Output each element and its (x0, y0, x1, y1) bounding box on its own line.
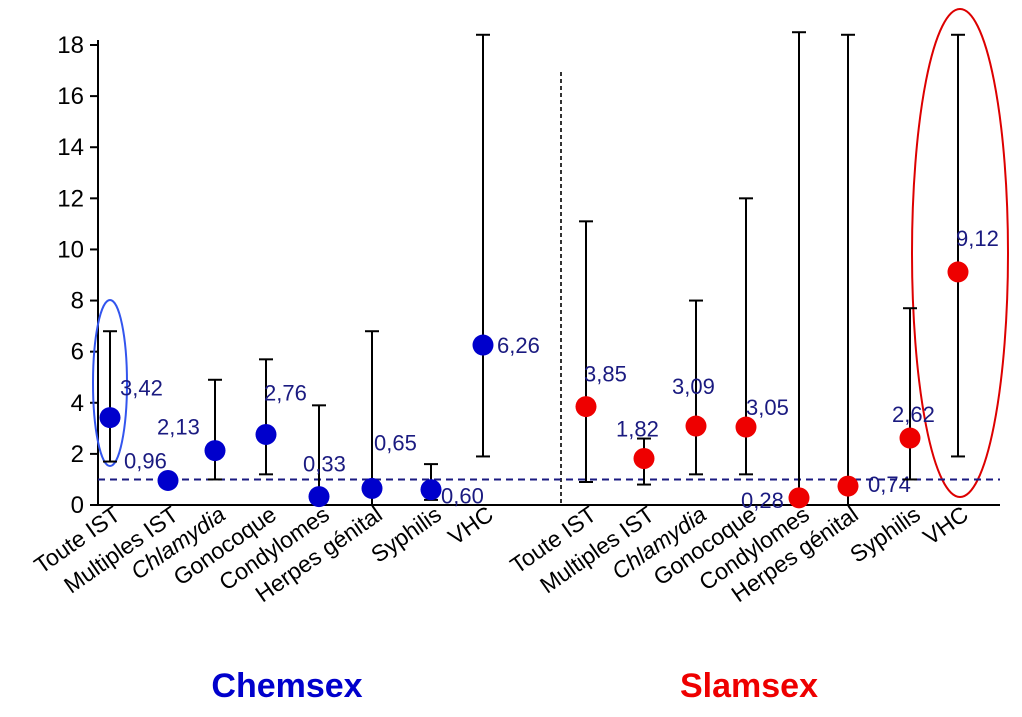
data-label-chemsex-6: 0,60 (441, 484, 484, 509)
category-label-slamsex-6: Syphilis (845, 501, 925, 568)
data-label-chemsex-4: 0,33 (303, 452, 346, 477)
data-point-slamsex-0 (575, 396, 597, 418)
data-label-chemsex-3: 2,76 (264, 380, 307, 405)
highlight-ellipse-slamsex-vhc (911, 8, 1009, 498)
data-label-chemsex-2: 2,13 (157, 415, 200, 440)
group-label-slamsex: Slamsex (680, 667, 818, 705)
data-label-slamsex-1: 1,82 (616, 416, 659, 441)
highlight-ellipse-chemsex-toute-ist (92, 299, 128, 467)
category-label-slamsex-7: VHC (918, 501, 973, 550)
data-point-chemsex-3 (255, 423, 277, 445)
axes: 0 2 4 6 8 10 12 14 16 18 (57, 8, 1009, 519)
group-label-chemsex: Chemsex (211, 667, 362, 705)
data-point-chemsex-6 (420, 479, 442, 501)
y-tick-label: 14 (57, 134, 84, 161)
data-point-chemsex-7 (472, 334, 494, 356)
group-labels: Chemsex Slamsex (211, 667, 818, 705)
data-point-chemsex-5 (361, 477, 383, 499)
data-point-slamsex-2 (685, 415, 707, 437)
y-tick-label: 6 (71, 339, 84, 366)
data-point-slamsex-7 (947, 261, 969, 283)
data-label-slamsex-7: 9,12 (956, 226, 999, 251)
y-tick-label: 10 (57, 236, 84, 263)
y-tick-label: 18 (57, 32, 84, 59)
y-tick-label: 16 (57, 83, 84, 110)
chart-marks: 3,42 0,96 2,13 2,76 0,33 0,65 0,60 6,26 3,85 1,82… (99, 31, 999, 513)
data-point-slamsex-5 (837, 475, 859, 497)
data-point-chemsex-4 (308, 486, 330, 508)
data-label-chemsex-0: 3,42 (120, 376, 163, 401)
y-tick-label: 2 (71, 441, 84, 468)
data-label-chemsex-7: 6,26 (497, 333, 540, 358)
data-point-slamsex-3 (735, 416, 757, 438)
data-label-slamsex-2: 3,09 (672, 374, 715, 399)
data-label-slamsex-0: 3,85 (584, 362, 627, 387)
data-point-slamsex-1 (633, 447, 655, 469)
y-tick-label: 4 (71, 390, 84, 417)
data-point-chemsex-2 (204, 440, 226, 462)
data-label-chemsex-1: 0,96 (124, 448, 167, 473)
data-label-chemsex-5: 0,65 (374, 430, 417, 455)
data-label-slamsex-3: 3,05 (746, 395, 789, 420)
data-label-slamsex-5: 0,74 (868, 472, 911, 497)
data-point-chemsex-0 (99, 407, 121, 429)
y-tick-label: 12 (57, 185, 84, 212)
data-point-chemsex-1 (157, 469, 179, 491)
data-label-slamsex-6: 2,62 (892, 402, 935, 427)
data-point-slamsex-4 (788, 487, 810, 509)
y-tick-label: 8 (71, 288, 84, 315)
data-point-slamsex-6 (899, 427, 921, 449)
data-label-slamsex-4: 0,28 (741, 488, 784, 513)
y-tick-label: 0 (71, 492, 84, 519)
